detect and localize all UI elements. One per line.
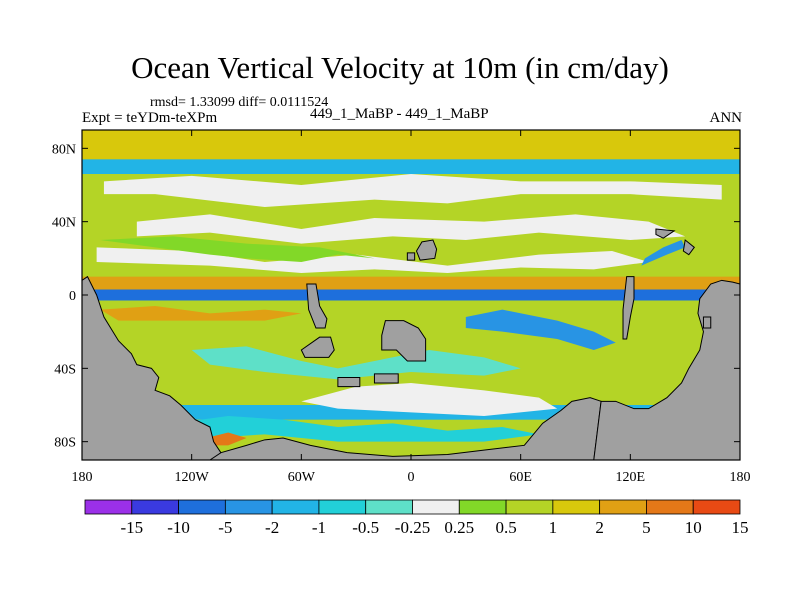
land-island-a (306, 283, 328, 329)
colorbar-swatch (458, 499, 507, 515)
colorbar-label: 10 (685, 518, 702, 537)
field-patch-3 (301, 383, 558, 416)
land-island-f (337, 377, 361, 388)
colorbar-label: 0.25 (444, 518, 474, 537)
field-patch-4 (173, 416, 539, 442)
x-tick-label: 120E (616, 470, 646, 485)
x-tick-label: 180 (730, 470, 751, 485)
colorbar-swatch (692, 499, 741, 515)
colorbar-label: 1 (549, 518, 558, 537)
y-tick-label: 0 (69, 289, 76, 304)
x-tick-label: 60E (509, 470, 532, 485)
field-band-1 (82, 159, 740, 174)
field-patch-8 (100, 306, 302, 321)
y-tick-label: 80N (52, 142, 76, 157)
colorbar-label: -0.25 (395, 518, 430, 537)
land-island-c (381, 320, 427, 362)
x-tick-label: 60W (288, 470, 316, 485)
case-diff-label: 449_1_MaBP - 449_1_MaBP (310, 106, 489, 122)
land-island-k (702, 316, 712, 329)
colorbar-label: -5 (218, 518, 232, 537)
colorbar-swatch (178, 499, 226, 515)
field-patch-5 (191, 346, 521, 380)
land-island-j (682, 239, 695, 256)
colorbar-swatch (131, 499, 179, 515)
colorbar-label: 5 (642, 518, 651, 537)
land-island-g (373, 373, 399, 384)
colorbar-swatch (599, 499, 647, 515)
map-axes: 180 120W 60W 0 60E 120E 180 80N 40N 0 40S 80S (52, 130, 751, 485)
field-patch-7 (465, 309, 616, 350)
land-southern-basin-floor (209, 397, 602, 460)
colorbar-label: 0.5 (495, 518, 516, 537)
colorbar-swatch (224, 499, 273, 515)
field-band-2 (82, 289, 740, 301)
colorbar-label: -10 (167, 518, 190, 537)
rmsd-diff-stats: rmsd= 1.33099 diff= 0.0111524 (150, 95, 329, 110)
field-patch-9 (641, 240, 686, 266)
colorbar-swatch (271, 499, 320, 515)
colorbar-label: 15 (732, 518, 749, 537)
y-tick-label: 40S (54, 362, 76, 377)
season-label: ANN (709, 110, 743, 126)
y-tick-label: 80S (54, 436, 76, 451)
field-patch-1 (136, 214, 686, 244)
colorbar: -15 -10 -5 -2 -1 -0.5 -0.25 0.25 0.5 1 2 5 10 15 (84, 499, 749, 537)
map-plot-area (82, 130, 740, 460)
field-band-3 (82, 276, 740, 290)
field-patch-10 (206, 432, 247, 446)
colorbar-swatch (318, 499, 367, 515)
colorbar-label: -2 (265, 518, 279, 537)
colorbar-swatch (365, 499, 413, 515)
colorbar-swatch (552, 499, 601, 515)
x-tick-label: 180 (72, 470, 93, 485)
colorbar-swatch (412, 499, 460, 515)
land-island-d (415, 239, 438, 261)
field-patch-0 (103, 174, 722, 207)
colorbar-swatch (84, 499, 133, 515)
x-tick-label: 120W (175, 470, 210, 485)
land-island-h (622, 276, 635, 340)
chart-title: Ocean Vertical Velocity at 10m (in cm/da… (131, 50, 669, 85)
colorbar-swatch (646, 499, 694, 515)
y-tick-label: 40N (52, 216, 76, 231)
land-island-b (300, 336, 335, 358)
land-island-i (655, 228, 676, 239)
colorbar-swatch (505, 499, 554, 515)
field-patch-6 (100, 236, 375, 262)
land-island-e (406, 252, 416, 261)
x-tick-label: 0 (408, 470, 415, 485)
colorbar-label: 2 (595, 518, 604, 537)
experiment-label: Expt = teYDm-teXPm (82, 110, 218, 126)
colorbar-label: -0.5 (352, 518, 379, 537)
colorbar-label: -15 (120, 518, 143, 537)
colorbar-label: -1 (312, 518, 326, 537)
field-patch-2 (96, 247, 649, 273)
